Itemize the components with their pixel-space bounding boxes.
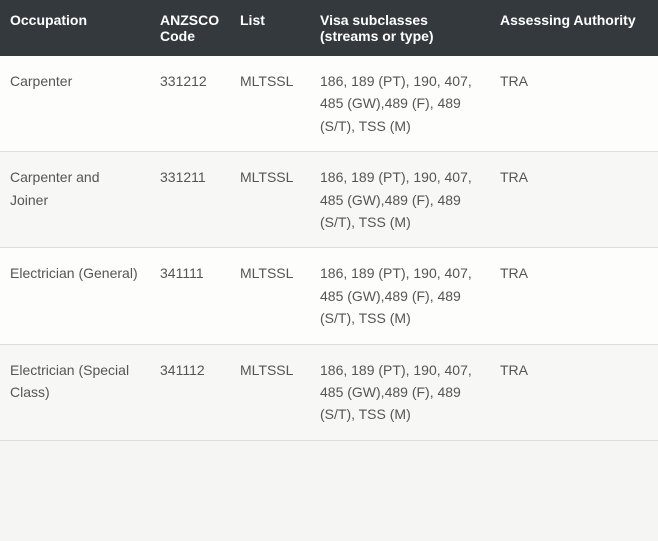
cell-occupation: Electrician (General) xyxy=(0,248,150,344)
cell-visa: 186, 189 (PT), 190, 407, 485 (GW),489 (F… xyxy=(310,248,490,344)
cell-code: 331211 xyxy=(150,152,230,248)
table-row: Electrician (Special Class) 341112 MLTSS… xyxy=(0,344,658,440)
col-header-occupation: Occupation xyxy=(0,0,150,56)
table-header-row: Occupation ANZSCO Code List Visa subclas… xyxy=(0,0,658,56)
cell-occupation: Carpenter and Joiner xyxy=(0,152,150,248)
cell-visa: 186, 189 (PT), 190, 407, 485 (GW),489 (F… xyxy=(310,56,490,152)
cell-visa: 186, 189 (PT), 190, 407, 485 (GW),489 (F… xyxy=(310,152,490,248)
cell-authority: TRA xyxy=(490,56,658,152)
col-header-list: List xyxy=(230,0,310,56)
cell-list: MLTSSL xyxy=(230,248,310,344)
cell-authority: TRA xyxy=(490,152,658,248)
cell-code: 341112 xyxy=(150,344,230,440)
cell-authority: TRA xyxy=(490,248,658,344)
cell-occupation: Electrician (Special Class) xyxy=(0,344,150,440)
col-header-authority: Assessing Authority xyxy=(490,0,658,56)
cell-authority: TRA xyxy=(490,344,658,440)
occupation-table: Occupation ANZSCO Code List Visa subclas… xyxy=(0,0,658,441)
table-row: Carpenter 331212 MLTSSL 186, 189 (PT), 1… xyxy=(0,56,658,152)
cell-list: MLTSSL xyxy=(230,56,310,152)
cell-visa: 186, 189 (PT), 190, 407, 485 (GW),489 (F… xyxy=(310,344,490,440)
cell-code: 331212 xyxy=(150,56,230,152)
cell-list: MLTSSL xyxy=(230,344,310,440)
col-header-visa: Visa subclasses (streams or type) xyxy=(310,0,490,56)
table-row: Carpenter and Joiner 331211 MLTSSL 186, … xyxy=(0,152,658,248)
col-header-code: ANZSCO Code xyxy=(150,0,230,56)
table-row: Electrician (General) 341111 MLTSSL 186,… xyxy=(0,248,658,344)
cell-occupation: Carpenter xyxy=(0,56,150,152)
cell-code: 341111 xyxy=(150,248,230,344)
cell-list: MLTSSL xyxy=(230,152,310,248)
